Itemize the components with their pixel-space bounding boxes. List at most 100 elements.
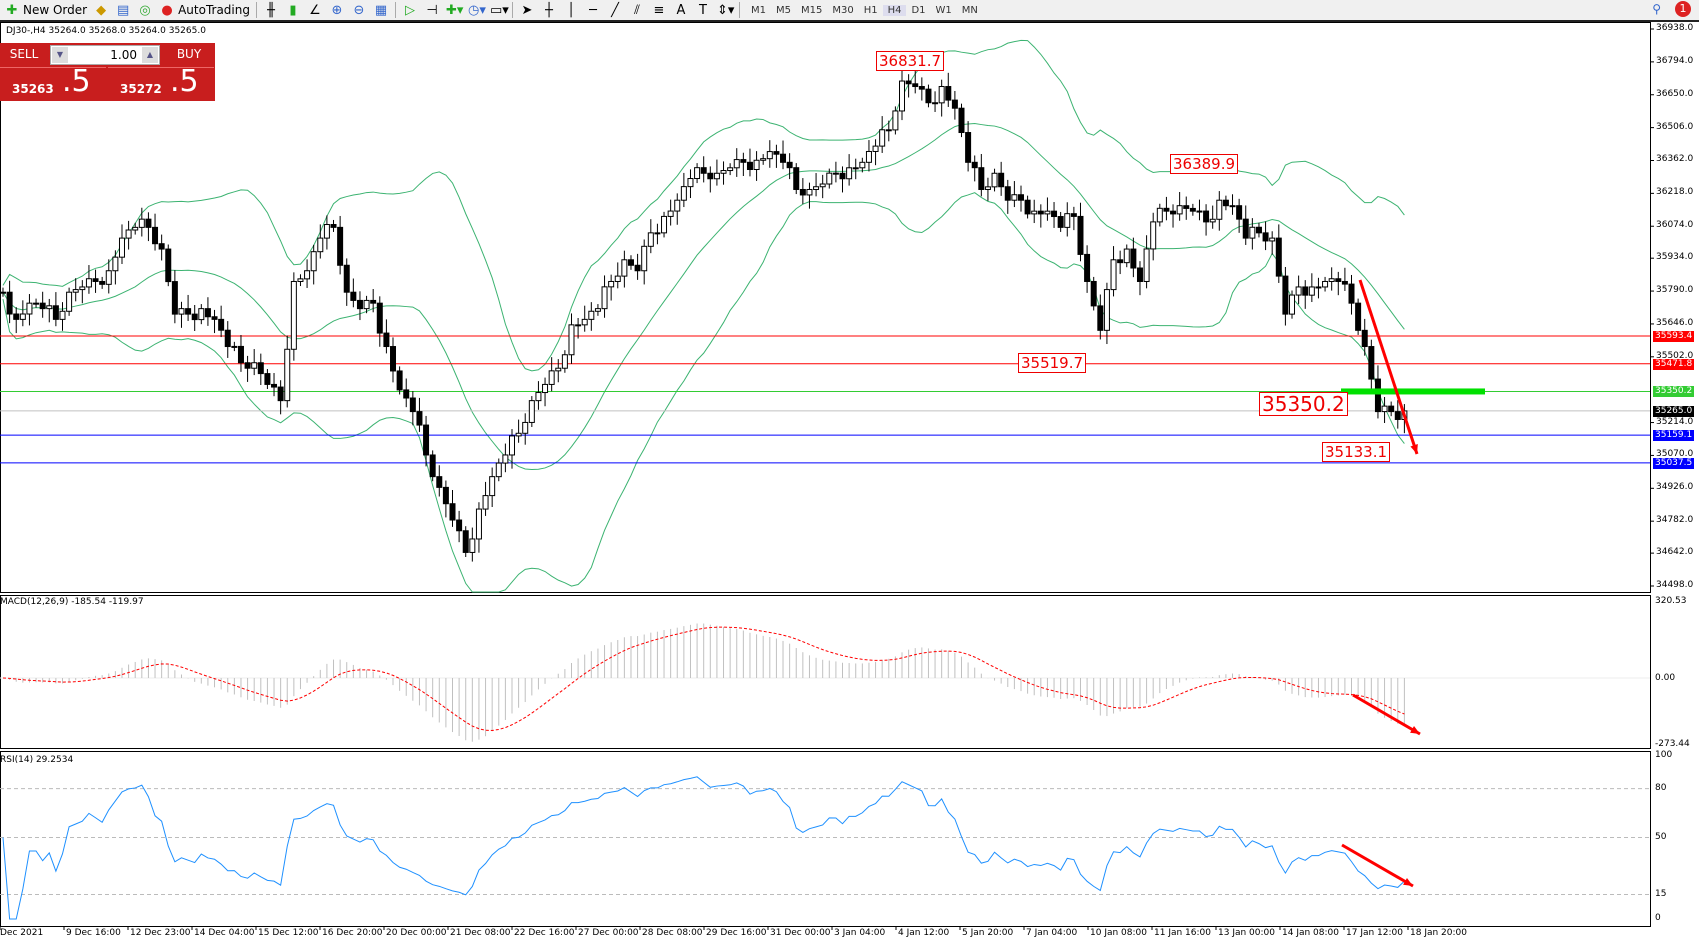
candle (899, 80, 906, 112)
candle (396, 370, 403, 391)
candle (766, 151, 773, 160)
lot-decrease-button[interactable]: ▼ (52, 47, 68, 63)
buy-button[interactable]: BUY (176, 47, 202, 61)
timeframe-h1[interactable]: H1 (863, 4, 878, 16)
timeframe-m1[interactable]: M1 (750, 4, 766, 16)
autotrading-button[interactable]: ● AutoTrading (159, 3, 250, 18)
templates-icon[interactable]: ▭▾ (489, 2, 509, 18)
market-icon[interactable]: ▤ (116, 2, 130, 18)
candle (819, 183, 826, 188)
candle (780, 153, 787, 163)
notifications-badge[interactable]: 1 (1675, 1, 1691, 17)
cursor-icon[interactable]: ➤ (521, 2, 533, 18)
candlestick-icon[interactable]: ▮ (289, 2, 297, 18)
candle (1361, 329, 1368, 348)
candle (760, 158, 767, 161)
candle (575, 324, 582, 327)
price-annotation: 36831.7 (876, 51, 945, 71)
support-zone-bar[interactable] (1341, 388, 1485, 395)
auto-scroll-icon[interactable]: ▷ (404, 2, 415, 18)
candle (132, 226, 139, 231)
buy-price[interactable]: 35272.5 (108, 64, 214, 100)
candle (1090, 280, 1097, 307)
candle (627, 259, 634, 266)
new-order-button[interactable]: ✚ New Order (4, 3, 88, 18)
candle (1255, 226, 1262, 234)
macd-arrow[interactable] (1352, 693, 1421, 736)
candle (178, 308, 185, 315)
candle (1037, 210, 1044, 215)
trend-arrow[interactable] (1358, 279, 1419, 455)
text-icon[interactable]: A (676, 2, 686, 18)
candle (1183, 205, 1190, 209)
timeframe-m30[interactable]: M30 (832, 4, 854, 16)
indicators-icon[interactable]: ✚▾ (445, 2, 464, 18)
candle (271, 383, 278, 388)
timeframe-h4[interactable]: H4 (882, 4, 907, 16)
timeframe-w1[interactable]: W1 (935, 4, 952, 16)
candle (958, 107, 965, 134)
search-icon[interactable]: ⚲ (1652, 2, 1661, 16)
chart-canvas[interactable] (0, 22, 1699, 940)
time-axis-label: 4 Jan 12:00 (898, 928, 950, 938)
candle (363, 299, 370, 310)
candle (1262, 232, 1269, 242)
crosshair-icon[interactable]: ┼ (545, 2, 553, 18)
candle (555, 367, 562, 372)
sell-button[interactable]: SELL (9, 47, 39, 61)
candle (1024, 199, 1031, 215)
price-axis-label: 35934.0 (1656, 252, 1694, 263)
rsi-arrow[interactable] (1341, 843, 1414, 888)
vertical-line-icon[interactable]: │ (567, 2, 575, 18)
candle (1170, 210, 1177, 215)
sell-price[interactable]: 35263.5 (0, 64, 106, 100)
timeframe-m15[interactable]: M15 (800, 4, 823, 16)
bar-chart-icon[interactable]: ╫ (267, 2, 275, 18)
tile-windows-icon[interactable]: ▦ (374, 2, 388, 18)
candle (304, 270, 311, 280)
timeframe-mn[interactable]: MN (961, 4, 978, 16)
candle (19, 313, 26, 320)
time-axis-label: 18 Jan 20:00 (1410, 928, 1467, 938)
candle (1328, 278, 1335, 282)
horizontal-line-icon[interactable]: ─ (589, 2, 597, 18)
chart-shift-icon[interactable]: ⊣ (426, 2, 438, 18)
price-axis-label: 36650.0 (1656, 88, 1694, 99)
candle (1097, 305, 1104, 331)
candle (608, 280, 615, 288)
arrows-icon[interactable]: ⇕▾ (716, 2, 735, 18)
candle (991, 172, 998, 188)
candle (1110, 259, 1117, 291)
price-axis-label: 36074.0 (1656, 220, 1694, 231)
candle (317, 237, 324, 253)
candle (152, 226, 159, 245)
candle (456, 519, 463, 532)
level-price-tag: 35159.1 (1653, 430, 1695, 442)
symbol-info: DJ30-,H4 35264.0 35268.0 35264.0 35265.0 (6, 26, 206, 36)
candle (687, 178, 694, 188)
fibonacci-icon[interactable]: ≡ (653, 2, 665, 18)
candle (1341, 280, 1348, 285)
equidistant-channel-icon[interactable]: ⫽ (634, 2, 640, 18)
line-chart-icon[interactable]: ∠ (309, 2, 321, 18)
candle (508, 435, 515, 456)
lot-increase-button[interactable]: ▲ (142, 47, 158, 63)
candle (436, 476, 443, 488)
text-label-icon[interactable]: T (699, 2, 707, 18)
candle (740, 159, 747, 163)
timeframe-d1[interactable]: D1 (911, 4, 926, 16)
periods-icon[interactable]: ◷▾ (467, 2, 486, 18)
trendline-icon[interactable]: ╱ (611, 2, 619, 18)
zoom-in-icon[interactable]: ⊕ (331, 2, 343, 18)
candle (277, 386, 284, 402)
candle (621, 259, 628, 277)
candle (1004, 186, 1011, 201)
timeframe-m5[interactable]: M5 (775, 4, 791, 16)
zoom-out-icon[interactable]: ⊖ (353, 2, 365, 18)
lot-size-input[interactable]: 1.00 (50, 45, 160, 65)
candle (264, 373, 271, 385)
price-axis-label: 34642.0 (1656, 547, 1694, 558)
metaeditor-icon[interactable]: ◆ (96, 2, 107, 18)
signals-icon[interactable]: ◎ (139, 2, 151, 18)
candle (945, 86, 952, 101)
